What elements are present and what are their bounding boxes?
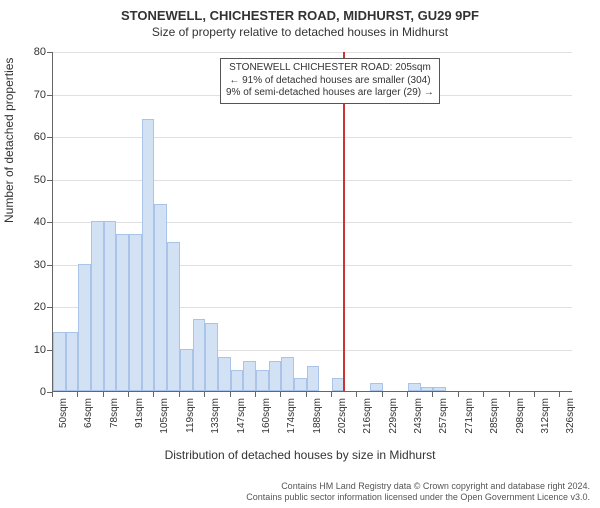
histogram-bar bbox=[66, 332, 79, 392]
x-tick-label: 91sqm bbox=[134, 398, 145, 442]
histogram-bar bbox=[129, 234, 142, 391]
plot-area: STONEWELL CHICHESTER ROAD: 205sqm ← 91% … bbox=[52, 52, 572, 392]
x-tick-label: 105sqm bbox=[159, 398, 170, 442]
annotation-line1: STONEWELL CHICHESTER ROAD: 205sqm bbox=[226, 62, 434, 75]
histogram-bar bbox=[116, 234, 129, 391]
x-tick-label: 298sqm bbox=[515, 398, 526, 442]
x-tick-label: 78sqm bbox=[109, 398, 120, 442]
histogram-bar bbox=[78, 264, 91, 392]
x-tick-label: 160sqm bbox=[261, 398, 272, 442]
histogram-bar bbox=[281, 357, 294, 391]
x-tick-label: 243sqm bbox=[413, 398, 424, 442]
x-tick-label: 257sqm bbox=[438, 398, 449, 442]
histogram-bar bbox=[91, 221, 104, 391]
histogram-bar bbox=[180, 349, 193, 392]
x-tick-label: 64sqm bbox=[83, 398, 94, 442]
y-tick-label: 80 bbox=[16, 46, 46, 58]
footer-attribution: Contains HM Land Registry data © Crown c… bbox=[246, 481, 590, 504]
y-tick-label: 0 bbox=[16, 386, 46, 398]
histogram-bar bbox=[294, 378, 307, 391]
annotation-line3: 9% of semi-detached houses are larger (2… bbox=[226, 87, 434, 100]
x-tick-label: 50sqm bbox=[58, 398, 69, 442]
y-tick-label: 70 bbox=[16, 89, 46, 101]
footer-line1: Contains HM Land Registry data © Crown c… bbox=[246, 481, 590, 493]
histogram-bar bbox=[167, 242, 180, 391]
y-tick-label: 20 bbox=[16, 301, 46, 313]
annotation-line2: ← 91% of detached houses are smaller (30… bbox=[226, 75, 434, 88]
x-tick-label: 285sqm bbox=[489, 398, 500, 442]
y-axis-label: Number of detached properties bbox=[2, 58, 16, 223]
x-tick-label: 271sqm bbox=[464, 398, 475, 442]
y-tick-label: 10 bbox=[16, 344, 46, 356]
y-tick-label: 60 bbox=[16, 131, 46, 143]
chart-area: STONEWELL CHICHESTER ROAD: 205sqm ← 91% … bbox=[52, 52, 572, 392]
x-tick-label: 188sqm bbox=[312, 398, 323, 442]
y-tick-label: 40 bbox=[16, 216, 46, 228]
histogram-bar bbox=[307, 366, 320, 392]
x-tick-label: 216sqm bbox=[362, 398, 373, 442]
histogram-bar bbox=[205, 323, 218, 391]
histogram-bar bbox=[408, 383, 421, 392]
y-tick-label: 30 bbox=[16, 259, 46, 271]
histogram-bar bbox=[256, 370, 269, 391]
x-tick-label: 326sqm bbox=[565, 398, 576, 442]
histogram-bar bbox=[433, 387, 446, 391]
histogram-bar bbox=[243, 361, 256, 391]
x-tick-label: 202sqm bbox=[337, 398, 348, 442]
chart-subtitle: Size of property relative to detached ho… bbox=[0, 25, 600, 39]
histogram-bar bbox=[104, 221, 117, 391]
x-tick-label: 119sqm bbox=[185, 398, 196, 442]
x-axis-label: Distribution of detached houses by size … bbox=[0, 448, 600, 462]
x-tick-label: 147sqm bbox=[236, 398, 247, 442]
y-tick-label: 50 bbox=[16, 174, 46, 186]
annotation-box: STONEWELL CHICHESTER ROAD: 205sqm ← 91% … bbox=[220, 58, 440, 104]
histogram-bar bbox=[231, 370, 244, 391]
x-tick-label: 174sqm bbox=[286, 398, 297, 442]
histogram-bar bbox=[421, 387, 434, 391]
chart-title: STONEWELL, CHICHESTER ROAD, MIDHURST, GU… bbox=[0, 8, 600, 23]
histogram-bar bbox=[269, 361, 282, 391]
x-tick-label: 133sqm bbox=[210, 398, 221, 442]
histogram-bar bbox=[218, 357, 231, 391]
histogram-bar bbox=[142, 119, 155, 391]
x-tick-label: 312sqm bbox=[540, 398, 551, 442]
histogram-bar bbox=[370, 383, 383, 392]
histogram-bar bbox=[193, 319, 206, 391]
histogram-bar bbox=[53, 332, 66, 392]
x-tick-label: 229sqm bbox=[388, 398, 399, 442]
histogram-bar bbox=[154, 204, 167, 391]
footer-line2: Contains public sector information licen… bbox=[246, 492, 590, 504]
